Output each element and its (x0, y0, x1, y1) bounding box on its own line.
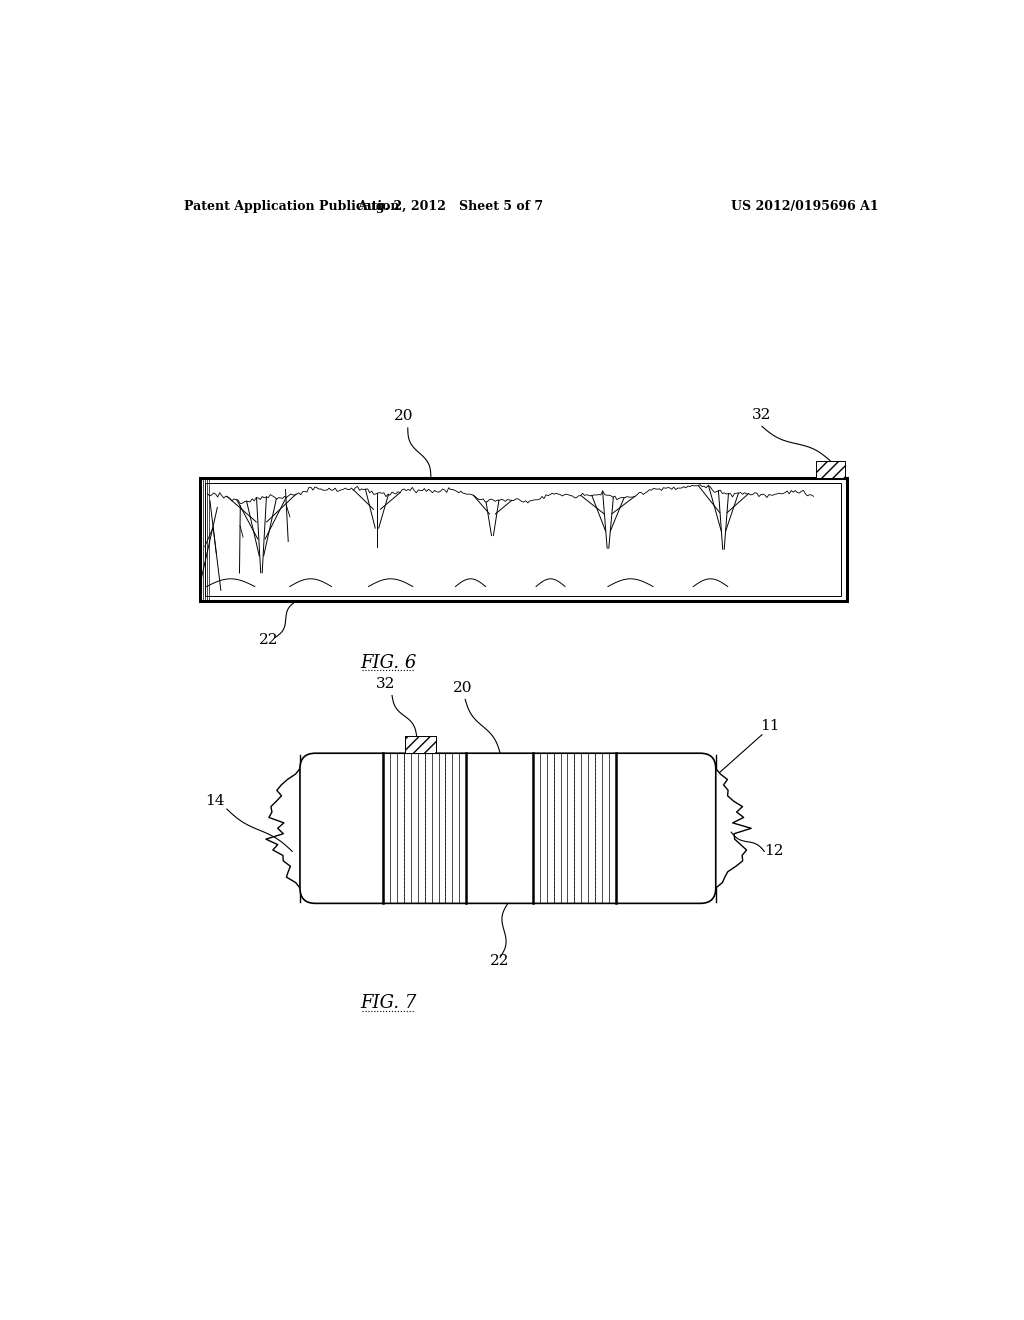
Bar (406, 737, 436, 754)
Text: 14: 14 (206, 795, 225, 808)
Text: Aug. 2, 2012   Sheet 5 of 7: Aug. 2, 2012 Sheet 5 of 7 (357, 199, 543, 213)
Text: FIG. 6: FIG. 6 (360, 653, 417, 672)
Text: US 2012/0195696 A1: US 2012/0195696 A1 (731, 199, 879, 213)
Text: 20: 20 (394, 409, 414, 424)
Text: 22: 22 (259, 632, 279, 647)
Text: 20: 20 (454, 681, 473, 694)
Bar (816, 461, 845, 478)
Text: 11: 11 (760, 719, 779, 733)
Text: 22: 22 (490, 954, 510, 968)
Text: FIG. 7: FIG. 7 (360, 994, 417, 1012)
Text: 32: 32 (753, 408, 772, 421)
Text: Patent Application Publication: Patent Application Publication (184, 199, 400, 213)
FancyBboxPatch shape (300, 754, 716, 903)
Bar (200, 478, 847, 601)
Text: 12: 12 (764, 845, 783, 858)
Text: 32: 32 (376, 677, 395, 690)
Bar (205, 483, 842, 595)
